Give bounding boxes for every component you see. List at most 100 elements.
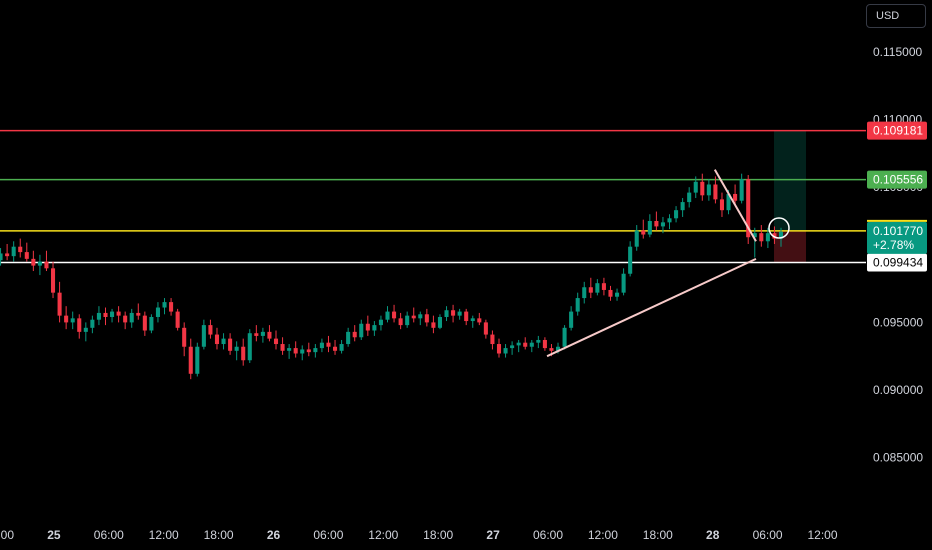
candle-body (674, 210, 679, 219)
candle (424, 308, 429, 327)
candle-body (457, 311, 462, 316)
last-price-change: +2.78% (873, 238, 914, 252)
candle-body (175, 311, 180, 328)
trendline-1[interactable] (546, 257, 757, 358)
candle (385, 306, 390, 323)
candle (162, 298, 167, 315)
candle (693, 176, 698, 199)
candle (378, 315, 383, 331)
candle (575, 292, 580, 316)
candle-body (700, 181, 705, 196)
candle-body (326, 342, 331, 347)
trendlines[interactable] (546, 169, 790, 358)
candle-body (523, 342, 528, 347)
time-tick-label: 06:00 (753, 528, 783, 542)
candle (129, 308, 134, 328)
candle-body (713, 184, 718, 200)
candle-body (680, 202, 685, 211)
candle (510, 341, 515, 355)
candle-body (319, 342, 324, 349)
candle (64, 306, 69, 330)
candle (247, 329, 252, 363)
trendline-2[interactable] (713, 169, 757, 242)
candle-body (241, 346, 246, 361)
candle-body (418, 314, 423, 319)
entry-level-marker (867, 219, 927, 222)
candle (523, 337, 528, 350)
candle-body (31, 258, 36, 266)
candle (287, 344, 292, 359)
candle-body (477, 318, 482, 323)
candle (273, 330, 279, 350)
candle-body (372, 325, 377, 331)
candle-body (90, 319, 95, 328)
candle (319, 338, 324, 353)
candle-body (588, 287, 593, 293)
candle-body (300, 349, 305, 354)
candle (0, 248, 3, 266)
candle (123, 311, 128, 330)
candle (595, 279, 600, 296)
candle (634, 225, 639, 251)
candle (11, 241, 16, 262)
candle-body (142, 315, 147, 331)
candle (221, 333, 226, 350)
candle (569, 306, 574, 331)
candle-body (660, 222, 665, 227)
candle (765, 227, 770, 249)
candle (77, 314, 82, 339)
candle-body (162, 302, 167, 308)
candle-body (529, 342, 534, 347)
candle (431, 315, 436, 334)
candle (359, 319, 364, 340)
candle (352, 325, 357, 342)
time-tick-label: 12:00 (588, 528, 618, 542)
candle-body (346, 331, 351, 345)
time-tick-label: 18:00 (643, 528, 673, 542)
apex-circle-marker[interactable] (768, 217, 790, 239)
candle (628, 241, 633, 277)
stop-level-tag: 0.109181 (867, 121, 927, 140)
candle-body (693, 181, 698, 193)
candle (254, 325, 259, 342)
candle (44, 250, 49, 272)
candle-body (542, 339, 547, 349)
candle (588, 277, 593, 299)
time-tick-label: 12:00 (149, 528, 179, 542)
candle (700, 173, 705, 201)
candle (647, 214, 652, 238)
candle-body (201, 325, 206, 347)
candle (516, 339, 521, 353)
candle-body (575, 298, 580, 312)
candle-body (464, 311, 469, 322)
time-tick-label: 18:00 (423, 528, 453, 542)
time-tick-label: 26 (267, 528, 281, 542)
candle (142, 311, 147, 336)
price-tick-label: 0.085000 (873, 451, 923, 465)
candle-body (123, 315, 128, 323)
candle (169, 298, 174, 316)
candle-body (398, 318, 403, 326)
time-axis[interactable]: 12:00 25 06:00 12:00 18:00 26 06:00 12:00 18:00 2… (0, 528, 838, 542)
candle-body (287, 348, 292, 351)
candle (57, 281, 62, 323)
time-tick-label: 25 (47, 528, 61, 542)
candle (641, 219, 646, 239)
candle-body (444, 310, 449, 317)
candle (706, 179, 711, 201)
candle (372, 321, 377, 336)
currency-button[interactable]: USD (866, 4, 926, 28)
candle (772, 226, 777, 244)
candle (746, 175, 751, 244)
candle (451, 304, 456, 323)
loss-zone (774, 230, 806, 263)
candle (333, 339, 338, 355)
candle-body (582, 287, 587, 299)
candle (149, 314, 154, 334)
candle-body (719, 199, 725, 211)
candle-body (247, 333, 252, 361)
candle-body (44, 261, 49, 269)
candle-body (149, 316, 154, 331)
candle-body (516, 342, 521, 346)
